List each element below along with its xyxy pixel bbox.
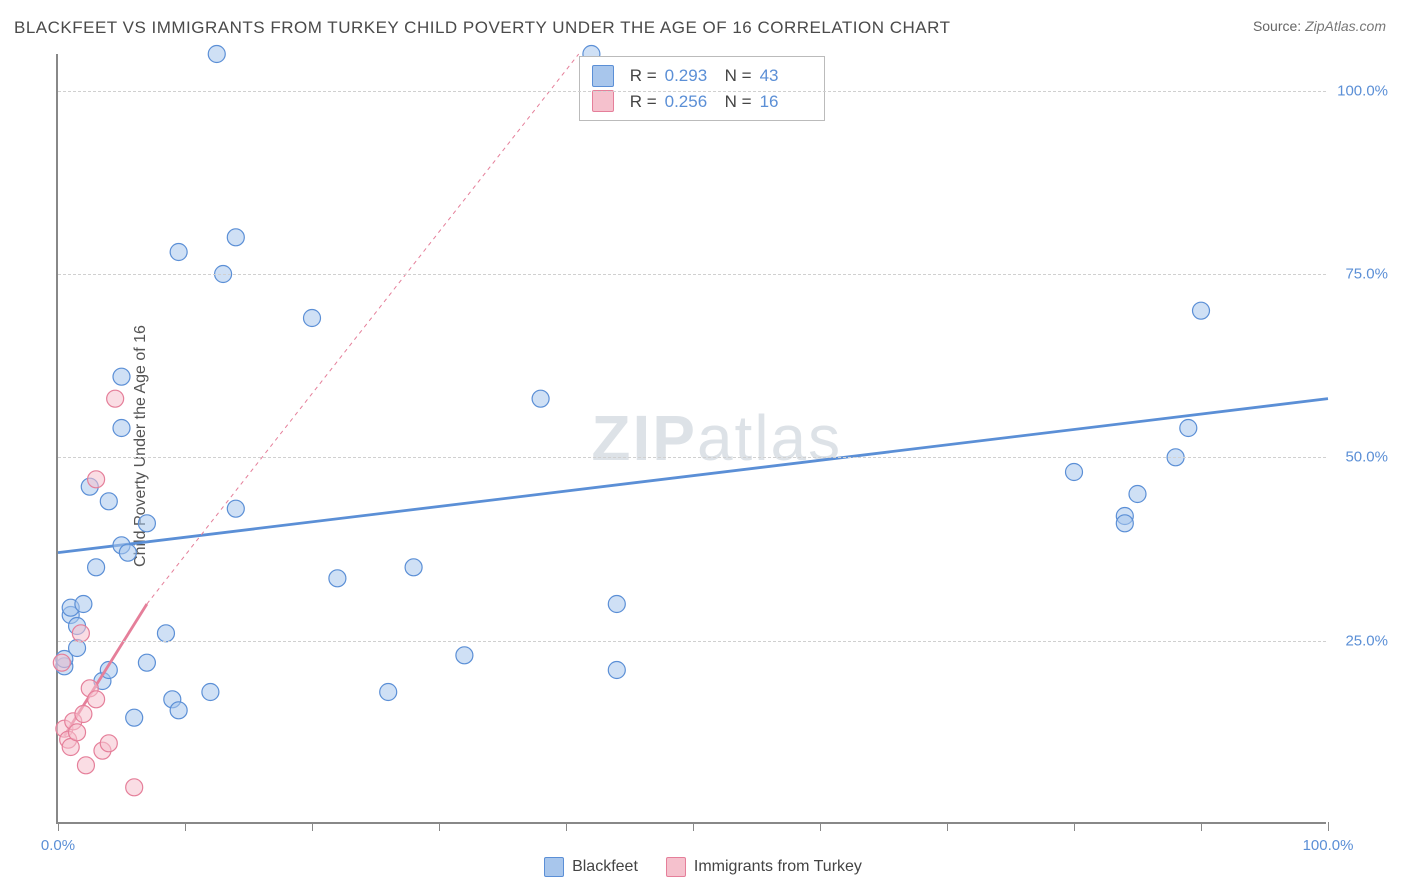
legend-swatch (544, 857, 564, 877)
x-tick (312, 822, 313, 831)
data-point (456, 647, 473, 664)
x-tick (1074, 822, 1075, 831)
data-point (53, 654, 70, 671)
gridline (58, 641, 1326, 642)
data-point (608, 596, 625, 613)
data-point (157, 625, 174, 642)
legend-r-value: 0.256 (665, 89, 717, 115)
data-point (1180, 420, 1197, 437)
x-tick (566, 822, 567, 831)
data-point (88, 691, 105, 708)
data-point (1066, 464, 1083, 481)
x-tick (693, 822, 694, 831)
data-point (119, 544, 136, 561)
y-tick-label: 100.0% (1337, 82, 1388, 99)
legend-r-label: R = (630, 89, 657, 115)
source-label: Source: (1253, 18, 1301, 34)
source-value: ZipAtlas.com (1305, 18, 1386, 34)
legend-swatch (592, 65, 614, 87)
series-legend: Blackfeet Immigrants from Turkey (0, 857, 1406, 882)
data-point (107, 390, 124, 407)
data-point (227, 500, 244, 517)
data-point (329, 570, 346, 587)
trendline (58, 399, 1328, 553)
data-point (1129, 486, 1146, 503)
data-point (75, 706, 92, 723)
series-legend-label: Blackfeet (572, 858, 638, 876)
data-point (1193, 302, 1210, 319)
x-tick (58, 822, 59, 831)
data-point (77, 757, 94, 774)
x-tick (1328, 822, 1329, 831)
data-point (75, 596, 92, 613)
legend-n-value: 43 (760, 63, 812, 89)
x-tick (820, 822, 821, 831)
legend-swatch (592, 90, 614, 112)
trendline-extension (147, 54, 579, 604)
data-point (113, 368, 130, 385)
plot-area: ZIPatlas R =0.293N =43R =0.256N =16 25.0… (56, 54, 1326, 824)
gridline (58, 91, 1326, 92)
data-point (1116, 515, 1133, 532)
legend-row: R = 0.293 N = 43 (592, 63, 812, 89)
x-tick-label: 0.0% (41, 837, 75, 854)
data-point (532, 390, 549, 407)
data-point (405, 559, 422, 576)
data-point (100, 493, 117, 510)
legend-n-value: 16 (760, 89, 812, 115)
source-attribution: Source: ZipAtlas.com (1253, 18, 1386, 34)
legend-r-value: 0.293 (665, 63, 717, 89)
data-point (227, 229, 244, 246)
y-tick-label: 25.0% (1345, 632, 1388, 649)
data-point (170, 702, 187, 719)
data-point (126, 779, 143, 796)
gridline (58, 457, 1326, 458)
x-tick (1201, 822, 1202, 831)
x-tick (947, 822, 948, 831)
legend-swatch (666, 857, 686, 877)
chart-title: BLACKFEET VS IMMIGRANTS FROM TURKEY CHIL… (14, 18, 951, 38)
data-point (113, 420, 130, 437)
data-point (380, 684, 397, 701)
data-point (138, 654, 155, 671)
data-point (138, 515, 155, 532)
data-point (72, 625, 89, 642)
series-legend-item: Immigrants from Turkey (666, 857, 862, 877)
data-point (88, 471, 105, 488)
chart-container: BLACKFEET VS IMMIGRANTS FROM TURKEY CHIL… (0, 0, 1406, 892)
legend-n-label: N = (725, 63, 752, 89)
data-point (208, 46, 225, 63)
series-legend-item: Blackfeet (544, 857, 638, 877)
y-tick-label: 50.0% (1345, 449, 1388, 466)
data-point (88, 559, 105, 576)
legend-row: R = 0.256 N = 16 (592, 89, 812, 115)
correlation-legend: R = 0.293 N = 43 R = 0.256 N = 16 (579, 56, 825, 121)
y-tick-label: 75.0% (1345, 266, 1388, 283)
data-point (170, 244, 187, 261)
data-point (608, 662, 625, 679)
gridline (58, 274, 1326, 275)
legend-r-label: R = (630, 63, 657, 89)
data-point (126, 709, 143, 726)
x-tick (439, 822, 440, 831)
data-point (202, 684, 219, 701)
data-point (304, 310, 321, 327)
x-tick (185, 822, 186, 831)
plot-svg (58, 54, 1328, 824)
series-legend-label: Immigrants from Turkey (694, 858, 862, 876)
x-tick-label: 100.0% (1303, 837, 1354, 854)
data-point (100, 735, 117, 752)
legend-n-label: N = (725, 89, 752, 115)
data-point (69, 724, 86, 741)
